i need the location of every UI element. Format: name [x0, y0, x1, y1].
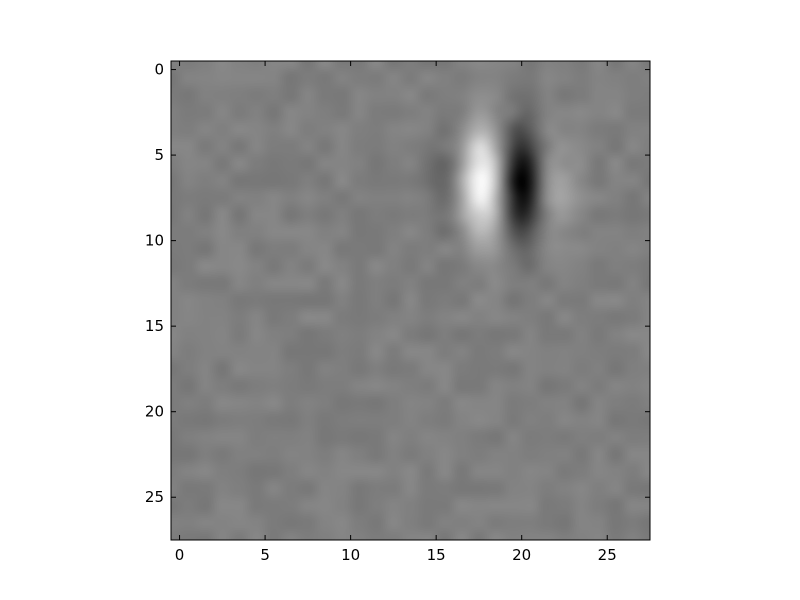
x-tick-label: 25	[598, 546, 617, 564]
y-tick-label: 20	[145, 403, 164, 421]
y-tick-label: 0	[154, 61, 164, 79]
x-tick-label: 20	[512, 546, 531, 564]
x-axis-ticks: 0 5 10 15 20 25	[175, 61, 617, 564]
x-tick-label: 5	[260, 546, 270, 564]
x-tick-label: 0	[175, 546, 185, 564]
y-tick-label: 25	[145, 488, 164, 506]
axes-frame	[170, 60, 651, 541]
x-tick-label: 10	[341, 546, 360, 564]
y-tick-label: 5	[154, 146, 164, 164]
heatmap-image-holder	[171, 61, 650, 540]
heatmap-image	[171, 61, 650, 540]
plot-area	[170, 60, 651, 541]
y-axis-ticks: 0 5 10 15 20 25	[145, 61, 650, 506]
x-tick-label: 15	[427, 546, 446, 564]
y-tick-label: 15	[145, 317, 164, 335]
y-tick-label: 10	[145, 232, 164, 250]
